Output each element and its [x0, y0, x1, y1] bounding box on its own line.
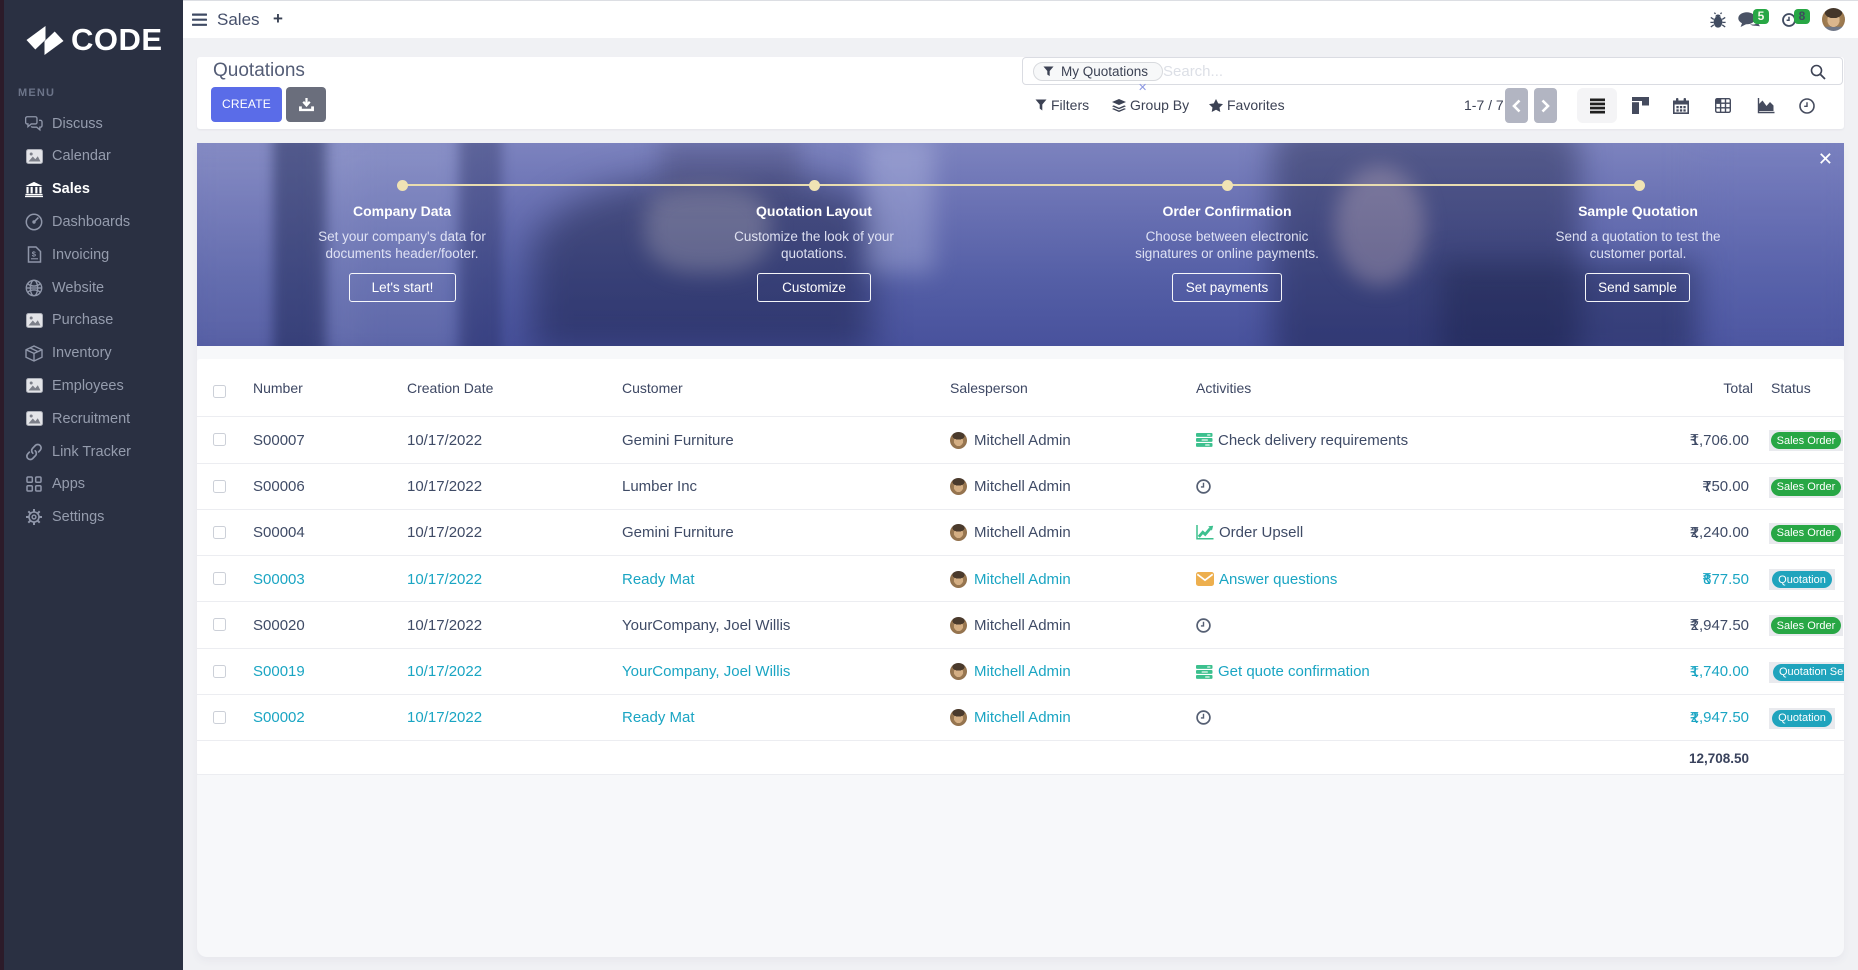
svg-text:$: $	[31, 250, 36, 259]
